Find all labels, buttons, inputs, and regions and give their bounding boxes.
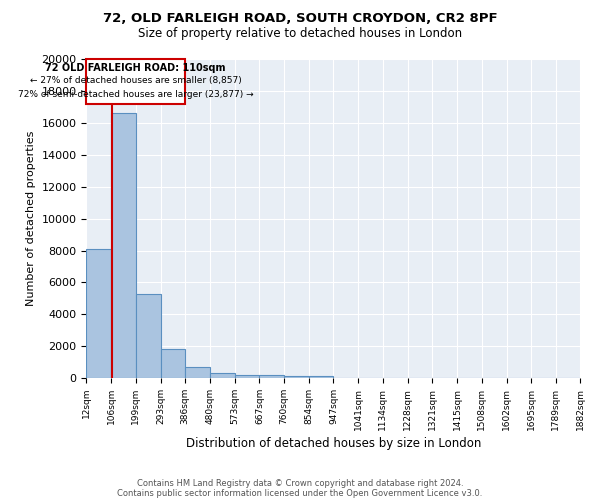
- Text: ← 27% of detached houses are smaller (8,857): ← 27% of detached houses are smaller (8,…: [30, 76, 242, 85]
- Text: 72% of semi-detached houses are larger (23,877) →: 72% of semi-detached houses are larger (…: [18, 90, 254, 100]
- Bar: [210, 373, 235, 378]
- Text: 72 OLD FARLEIGH ROAD: 110sqm: 72 OLD FARLEIGH ROAD: 110sqm: [46, 63, 226, 73]
- Text: 72, OLD FARLEIGH ROAD, SOUTH CROYDON, CR2 8PF: 72, OLD FARLEIGH ROAD, SOUTH CROYDON, CR…: [103, 12, 497, 26]
- Text: Contains HM Land Registry data © Crown copyright and database right 2024.: Contains HM Land Registry data © Crown c…: [137, 478, 463, 488]
- Bar: [86, 249, 111, 378]
- Y-axis label: Number of detached properties: Number of detached properties: [26, 131, 36, 306]
- Bar: [284, 376, 309, 378]
- X-axis label: Distribution of detached houses by size in London: Distribution of detached houses by size …: [186, 437, 481, 450]
- Bar: [259, 375, 284, 378]
- Bar: [161, 348, 185, 378]
- Bar: [185, 367, 210, 378]
- Bar: [136, 294, 161, 378]
- Text: Contains public sector information licensed under the Open Government Licence v3: Contains public sector information licen…: [118, 488, 482, 498]
- Bar: [309, 376, 334, 378]
- FancyBboxPatch shape: [86, 59, 185, 104]
- Text: Size of property relative to detached houses in London: Size of property relative to detached ho…: [138, 28, 462, 40]
- Bar: [111, 114, 136, 378]
- Bar: [235, 374, 259, 378]
